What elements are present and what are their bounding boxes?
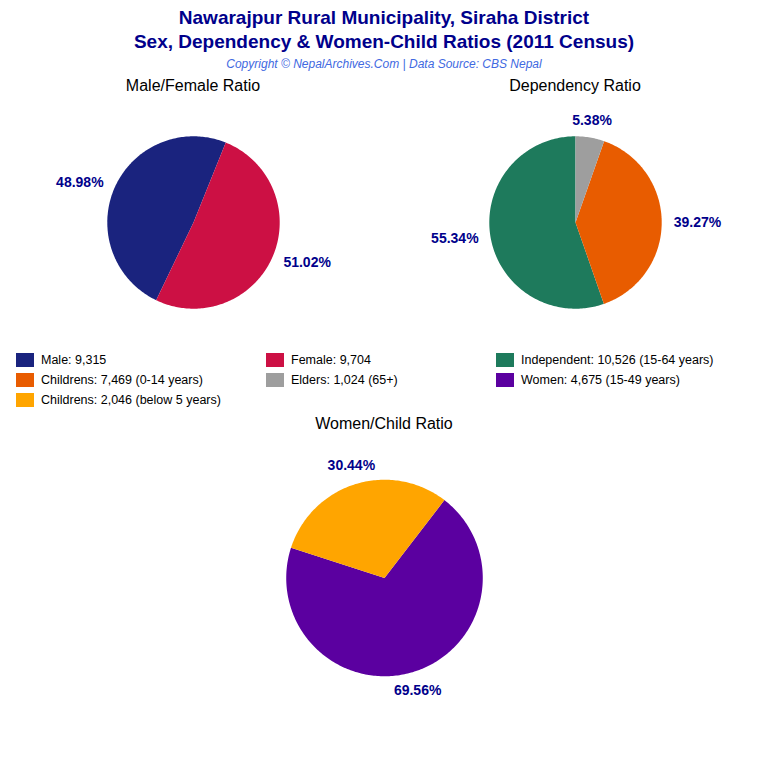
html-text:Childrens: 7,469 (0-14 years): Childrens: 7,469 (0-14 years) — [41, 373, 203, 387]
svg-text:5.38%: 5.38% — [572, 112, 612, 128]
html-text:Female: 9,704: Female: 9,704 — [291, 353, 371, 367]
svg-text:51.02%: 51.02% — [283, 254, 331, 270]
svg-text:55.34%: 55.34% — [431, 230, 479, 246]
html-text:Women/Child Ratio: Women/Child Ratio — [315, 415, 453, 432]
html-text:Dependency Ratio: Dependency Ratio — [509, 77, 641, 94]
html-text:Nawarajpur Rural Municipality,: Nawarajpur Rural Municipality, Siraha Di… — [178, 7, 590, 28]
html-text:Childrens: 2,046 (below 5 year: Childrens: 2,046 (below 5 years) — [41, 393, 221, 407]
html-text:Sex, Dependency & Women-Child: Sex, Dependency & Women-Child Ratios (20… — [133, 31, 635, 52]
svg-text:30.44%: 30.44% — [328, 457, 376, 473]
html-text:Male: 9,315: Male: 9,315 — [41, 353, 107, 367]
svg-text:48.98%: 48.98% — [56, 174, 104, 190]
html-text:Male/Female Ratio: Male/Female Ratio — [125, 77, 261, 94]
html-text:Women: 4,675 (15-49 years): Women: 4,675 (15-49 years) — [521, 373, 680, 387]
html-text:Elders: 1,024 (65+): Elders: 1,024 (65+) — [291, 373, 398, 387]
svg-text:39.27%: 39.27% — [674, 214, 722, 230]
html-text:Independent: 10,526 (15-64 yea: Independent: 10,526 (15-64 years) — [521, 353, 714, 367]
svg-text:69.56%: 69.56% — [394, 682, 442, 698]
html-text:Copyright © NepalArchives.Com: Copyright © NepalArchives.Com | Data Sou… — [226, 57, 542, 71]
